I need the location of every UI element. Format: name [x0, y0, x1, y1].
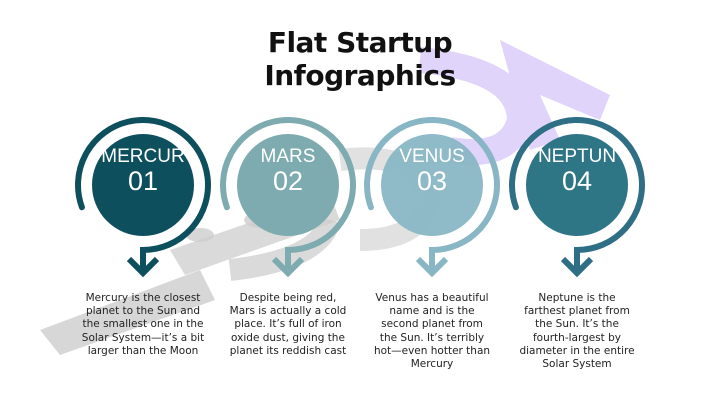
description-line: Solar System	[542, 358, 612, 371]
description-line: fourth-largest by	[532, 331, 622, 344]
description-line: Mars is actually a cold	[229, 305, 347, 318]
page-title: Flat Startup Infographics	[264, 26, 456, 92]
planet-circle	[526, 134, 628, 236]
description-line: Solar System—it’s a bit	[81, 331, 205, 344]
ring-arrow-line	[509, 117, 645, 276]
description-line: the smallest one in the	[82, 318, 204, 331]
planet-circle	[92, 134, 194, 236]
planet-description: Despite being red, Mars is actually a col…	[218, 292, 358, 358]
planet-circle	[381, 134, 483, 236]
description-line: the Sun. It’s the	[535, 318, 619, 331]
planet-name: VENUS	[399, 147, 465, 167]
planet-description: Venus has a beautiful name and is the seco…	[362, 292, 502, 371]
description-line: Mercury	[410, 358, 454, 371]
ring-arrow-line	[75, 117, 211, 276]
description-line: larger than the Moon	[87, 344, 199, 357]
arrow-down-icon	[126, 256, 160, 278]
watermark-shape	[186, 228, 214, 242]
planet-label: MERCUR 01	[88, 147, 198, 195]
description-line: diameter in the entire	[519, 344, 635, 357]
planet-number: 04	[561, 166, 593, 196]
planet-name: NEPTUN	[537, 147, 617, 167]
arrow-down-icon	[560, 256, 594, 278]
planet-description: Mercury is the closest planet to the Sun …	[73, 292, 213, 358]
planet-number: 01	[127, 166, 159, 196]
planet-number: 02	[272, 166, 304, 196]
planet-name: MERCUR	[101, 147, 185, 167]
planet-description: Neptune is the farthest planet from the Su…	[507, 292, 647, 371]
planet-label: VENUS 03	[377, 147, 487, 195]
watermark-shape	[228, 216, 341, 281]
watermark-shape	[40, 270, 215, 355]
description-line: Mercury is the closest	[85, 292, 201, 304]
description-line: Neptune is the	[538, 292, 616, 304]
description-line: the Sun. It’s terribly	[379, 331, 485, 344]
description-line: second planet from	[381, 318, 483, 331]
planet-number: 03	[416, 166, 448, 196]
description-line: hot—even hotter than	[373, 344, 491, 357]
description-line: farthest planet from	[524, 305, 630, 318]
planet-label: NEPTUN 04	[522, 147, 632, 195]
description-line: planet to the Sun and	[85, 305, 201, 318]
description-line: place. It’s full of iron	[234, 318, 342, 331]
ring-arrow-line	[364, 117, 500, 276]
description-line: name and is the	[389, 305, 475, 318]
arrow-down-icon	[271, 256, 305, 278]
description-line: Venus has a beautiful	[375, 292, 489, 304]
description-line: oxide dust, giving the	[231, 331, 345, 344]
ring-arrow-line	[220, 117, 356, 276]
planet-circle	[237, 134, 339, 236]
planet-label: MARS 02	[233, 147, 343, 195]
description-line: planet its reddish cast	[229, 344, 347, 357]
description-line: Despite being red,	[239, 292, 337, 304]
planet-name: MARS	[260, 147, 316, 167]
arrow-down-icon	[415, 256, 449, 278]
